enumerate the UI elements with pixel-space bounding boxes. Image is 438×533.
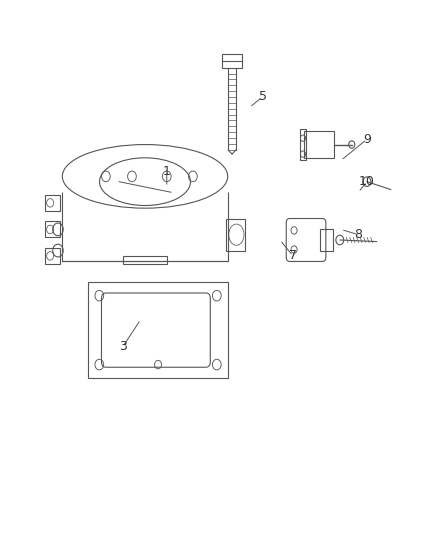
Text: 10: 10: [359, 175, 375, 188]
Text: 8: 8: [354, 228, 362, 241]
Text: 7: 7: [289, 249, 297, 262]
Text: 9: 9: [363, 133, 371, 146]
Text: 5: 5: [258, 90, 266, 103]
Text: 3: 3: [119, 340, 127, 352]
Text: 1: 1: [163, 165, 171, 177]
